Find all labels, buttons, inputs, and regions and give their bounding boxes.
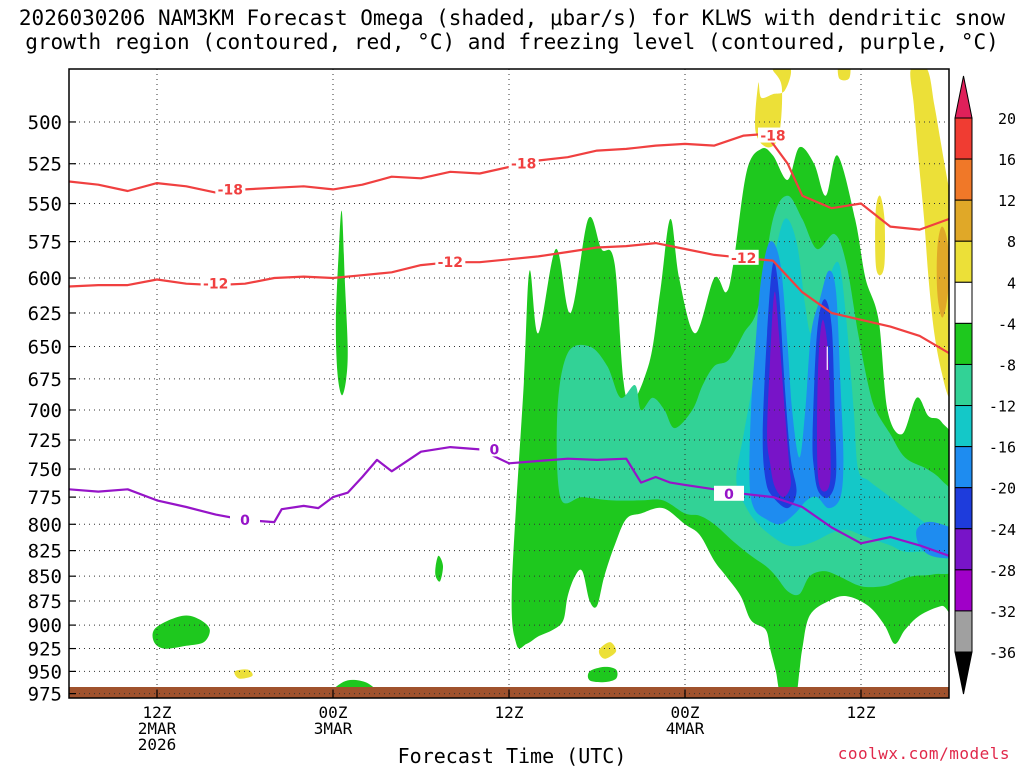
omega-yellow-region [598, 642, 617, 659]
y-tick-label-650: 650 [28, 337, 62, 359]
y-tick-label-725: 725 [28, 430, 62, 452]
colorbar-swatch [954, 199, 973, 242]
omega-shading [69, 69, 949, 698]
colorbar-swatch [954, 569, 973, 612]
omega-green-region [435, 555, 444, 582]
colorbar-swatch [954, 281, 973, 324]
colorbar: 20 16 12 8 4 -4 -8 -12 -16 -20 -24 -28 -32 -36 [954, 75, 1016, 695]
x-axis-title: Forecast Time (UTC) [397, 744, 627, 768]
colorbar-bottom-arrow [954, 651, 973, 695]
y-tick-label-700: 700 [28, 400, 62, 422]
omega-blue-region [916, 521, 949, 559]
contour-label-0: 0 [724, 487, 734, 503]
x-tick-label-48-0: 00Z [671, 703, 700, 722]
y-tick-label-800: 800 [28, 514, 62, 536]
colorbar-swatch [954, 487, 973, 530]
y-tick-label-500: 500 [28, 112, 62, 134]
colorbar-label: -32 [989, 603, 1016, 621]
x-tick-label-12-2: 2026 [138, 735, 177, 754]
omega-yellow-region [910, 69, 949, 398]
title-line-2: growth region (contoured, red, °C) and f… [25, 30, 999, 54]
colorbar-swatch [954, 117, 973, 160]
contour-label--12: -12 [203, 277, 228, 293]
colorbar-label: 4 [1007, 274, 1016, 292]
credit-text: coolwx.com/models [837, 744, 1010, 763]
omega-green-region [587, 666, 618, 683]
x-tick-label-48-1: 4MAR [666, 719, 705, 738]
contour-label-bg [758, 127, 788, 143]
contour-label--18: -18 [218, 182, 243, 198]
x-tick-label-24-0: 00Z [319, 703, 348, 722]
colorbar-label: -24 [989, 521, 1016, 539]
y-tick-label-775: 775 [28, 487, 62, 509]
colorbar-swatch [954, 158, 973, 201]
colorbar-label: -16 [989, 439, 1016, 457]
colorbar-swatch [954, 405, 973, 448]
y-tick-label-925: 925 [28, 639, 62, 661]
colorbar-label: 16 [998, 151, 1016, 169]
y-tick-label-675: 675 [28, 369, 62, 391]
contour-label-bg [508, 155, 539, 171]
y-tick-label-625: 625 [28, 303, 62, 325]
colorbar-label: -8 [998, 356, 1016, 374]
y-axis: 500 525 550 575 600 625 650 675 700 725 750 775 800 8… [28, 112, 76, 706]
y-tick-label-950: 950 [28, 661, 62, 683]
contour-label-0: 0 [240, 513, 250, 529]
omega-yellow-region [837, 69, 851, 81]
x-tick-label-12-1: 2MAR [138, 719, 177, 738]
contour-label-bg [435, 254, 466, 270]
colorbar-label: 20 [998, 110, 1016, 128]
x-tick-label-60-0: 12Z [847, 703, 876, 722]
y-tick-label-975: 975 [28, 684, 62, 706]
colorbar-swatch [954, 528, 973, 571]
omega-green-region [152, 615, 210, 649]
contour-label--18: -18 [760, 129, 785, 145]
contour-label--18: -18 [511, 157, 536, 173]
colorbar-label: -12 [989, 398, 1016, 416]
y-tick-label-825: 825 [28, 541, 62, 563]
colorbar-swatch [954, 610, 973, 653]
colorbar-label: -20 [989, 480, 1016, 498]
x-tick-label-36-0: 12Z [495, 703, 524, 722]
y-tick-label-750: 750 [28, 459, 62, 481]
omega-yellow-region [234, 669, 253, 679]
contour-label-bg [215, 181, 246, 197]
y-tick-label-900: 900 [28, 615, 62, 637]
colorbar-swatch [954, 322, 973, 365]
title-line-1: 2026030206 NAM3KM Forecast Omega (shaded… [18, 6, 1006, 30]
contour-label--12: -12 [438, 255, 463, 271]
contour-label--12: -12 [731, 251, 756, 267]
y-tick-label-575: 575 [28, 232, 62, 254]
contour-lines: -18 -18 -18 -12 -12 -12 0 0 0 [69, 127, 949, 557]
colorbar-label: -36 [989, 644, 1016, 662]
colorbar-top-arrow [954, 75, 973, 119]
x-tick-label-24-1: 3MAR [314, 719, 353, 738]
y-tick-label-850: 850 [28, 566, 62, 588]
y-tick-label-600: 600 [28, 268, 62, 290]
colorbar-label: 8 [1007, 233, 1016, 251]
y-tick-label-525: 525 [28, 154, 62, 176]
contour-label-bg [714, 485, 744, 501]
y-tick-label-875: 875 [28, 591, 62, 613]
colorbar-swatch [954, 240, 973, 283]
contour-label-bg [479, 441, 510, 457]
colorbar-label: -4 [998, 315, 1016, 333]
chart-title: 2026030206 NAM3KM Forecast Omega (shaded… [0, 6, 1024, 54]
x-tick-label-12-0: 12Z [143, 703, 172, 722]
omega-purple-region [767, 291, 791, 498]
contour-label-bg [230, 511, 260, 527]
omega-yellow-region [875, 195, 886, 276]
contour-label-bg [200, 275, 231, 291]
colorbar-label: -28 [989, 562, 1016, 580]
omega-green-region [335, 210, 348, 396]
y-tick-label-550: 550 [28, 194, 62, 216]
colorbar-label: 12 [998, 192, 1016, 210]
contour-label-bg [728, 249, 759, 265]
colorbar-swatch [954, 363, 973, 407]
omega-orange-region [936, 226, 949, 318]
contour-label-0: 0 [489, 442, 499, 458]
colorbar-swatch [954, 446, 973, 489]
